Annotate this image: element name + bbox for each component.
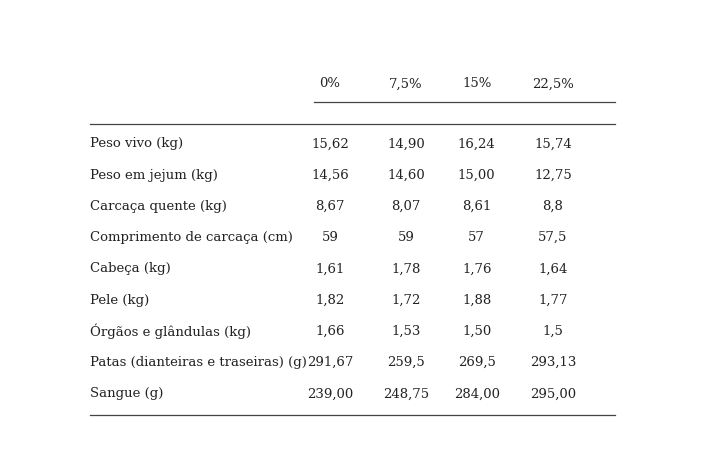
Text: 1,76: 1,76 xyxy=(462,262,491,275)
Text: 291,67: 291,67 xyxy=(307,356,353,369)
Text: 15,00: 15,00 xyxy=(458,169,496,182)
Text: 16,24: 16,24 xyxy=(458,137,496,151)
Text: Órgãos e glândulas (kg): Órgãos e glândulas (kg) xyxy=(91,324,251,339)
Text: 22,5%: 22,5% xyxy=(532,77,574,91)
Text: 293,13: 293,13 xyxy=(530,356,576,369)
Text: 8,07: 8,07 xyxy=(391,200,420,213)
Text: 59: 59 xyxy=(322,231,338,244)
Text: Peso vivo (kg): Peso vivo (kg) xyxy=(91,137,184,151)
Text: 14,90: 14,90 xyxy=(387,137,425,151)
Text: 269,5: 269,5 xyxy=(458,356,496,369)
Text: 259,5: 259,5 xyxy=(387,356,425,369)
Text: 1,88: 1,88 xyxy=(462,294,491,307)
Text: 8,67: 8,67 xyxy=(315,200,345,213)
Text: 1,77: 1,77 xyxy=(538,294,568,307)
Text: 15,62: 15,62 xyxy=(311,137,349,151)
Text: 1,53: 1,53 xyxy=(391,325,420,338)
Text: 1,66: 1,66 xyxy=(315,325,345,338)
Text: 14,56: 14,56 xyxy=(311,169,349,182)
Text: 8,61: 8,61 xyxy=(462,200,491,213)
Text: 12,75: 12,75 xyxy=(534,169,572,182)
Text: 1,61: 1,61 xyxy=(315,262,345,275)
Text: 1,50: 1,50 xyxy=(462,325,491,338)
Text: 239,00: 239,00 xyxy=(307,388,353,400)
Text: 57: 57 xyxy=(468,231,485,244)
Text: 14,60: 14,60 xyxy=(387,169,425,182)
Text: 248,75: 248,75 xyxy=(383,388,429,400)
Text: 1,5: 1,5 xyxy=(543,325,563,338)
Text: 1,64: 1,64 xyxy=(538,262,568,275)
Text: Carcaça quente (kg): Carcaça quente (kg) xyxy=(91,200,227,213)
Text: 1,82: 1,82 xyxy=(315,294,345,307)
Text: 295,00: 295,00 xyxy=(530,388,576,400)
Text: 15,74: 15,74 xyxy=(534,137,572,151)
Text: 7,5%: 7,5% xyxy=(389,77,423,91)
Text: Pele (kg): Pele (kg) xyxy=(91,294,150,307)
Text: Comprimento de carcaça (cm): Comprimento de carcaça (cm) xyxy=(91,231,293,244)
Text: 1,78: 1,78 xyxy=(391,262,420,275)
Text: 0%: 0% xyxy=(319,77,340,91)
Text: 59: 59 xyxy=(397,231,414,244)
Text: Cabeça (kg): Cabeça (kg) xyxy=(91,262,171,275)
Text: 8,8: 8,8 xyxy=(543,200,563,213)
Text: Patas (dianteiras e traseiras) (g): Patas (dianteiras e traseiras) (g) xyxy=(91,356,307,369)
Text: Sangue (g): Sangue (g) xyxy=(91,388,164,400)
Text: Peso em jejum (kg): Peso em jejum (kg) xyxy=(91,169,218,182)
Text: 1,72: 1,72 xyxy=(391,294,420,307)
Text: 284,00: 284,00 xyxy=(453,388,500,400)
Text: 15%: 15% xyxy=(462,77,491,91)
Text: 57,5: 57,5 xyxy=(538,231,568,244)
